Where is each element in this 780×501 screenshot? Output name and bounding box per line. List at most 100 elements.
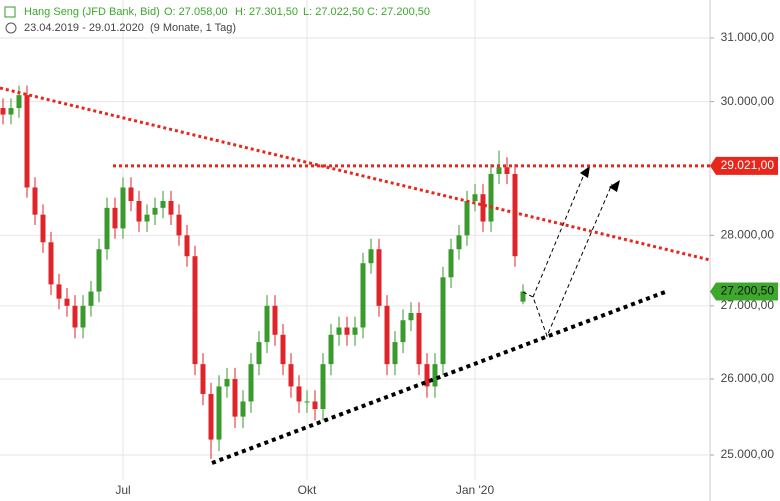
candle-body [480, 194, 486, 222]
instrument: Hang Seng (JFD Bank, Bid) [24, 6, 160, 18]
candle-body [56, 284, 62, 299]
x-tick-label: Jul [115, 483, 130, 497]
candle-body [176, 214, 182, 236]
price-label: 27.200,50 [721, 284, 775, 298]
candle-body [80, 305, 86, 328]
candle-body [232, 378, 238, 417]
candle-body [496, 167, 502, 174]
candle-body [216, 386, 222, 440]
y-tick-label: 26.000,00 [721, 371, 775, 385]
y-tick-label: 30.000,00 [721, 94, 775, 108]
candle-body [280, 334, 286, 365]
candle-body [136, 201, 142, 222]
candle-body [272, 305, 278, 335]
duration: (9 Monate, 1 Tag) [150, 22, 236, 34]
header: Hang Seng (JFD Bank, Bid) O: 27.058,00 H… [4, 6, 430, 34]
candle-body [144, 214, 150, 222]
candle-body [104, 207, 110, 250]
candle-body [256, 342, 262, 365]
y-tick-label: 25.000,00 [721, 447, 775, 461]
candle-body [336, 327, 342, 335]
candle-body [208, 393, 214, 440]
candle-body [8, 108, 14, 115]
candle-body [296, 386, 302, 402]
candle-body [152, 207, 158, 215]
candle-body [416, 313, 422, 365]
x-tick-label: Okt [298, 483, 317, 497]
candle-body [24, 95, 30, 188]
candle-body [392, 342, 398, 365]
candle-body [408, 313, 414, 321]
candle-body [368, 249, 374, 264]
price-label-box [710, 282, 778, 301]
candle-body [200, 364, 206, 394]
date-range: 23.04.2019 - 29.01.2020 [24, 22, 144, 34]
candle-body [288, 364, 294, 387]
candle-body [512, 173, 518, 257]
candle-body [472, 194, 478, 202]
candle-body [448, 249, 454, 278]
candle-body [520, 291, 526, 302]
arrow-head [580, 166, 590, 178]
candle-body [120, 187, 126, 229]
projection-arrow [522, 183, 613, 338]
candle-body [96, 249, 102, 292]
candle-body [16, 95, 22, 109]
candle-body [360, 263, 366, 328]
candle-body [168, 201, 174, 215]
candle-body [224, 378, 230, 387]
candle-body [0, 108, 6, 115]
candle-body [432, 364, 438, 387]
instrument-icon [4, 6, 16, 18]
support-trendline [211, 290, 666, 465]
candle-body [128, 187, 134, 202]
candle-body [40, 214, 46, 243]
candle-body [424, 364, 430, 387]
candle-body [376, 249, 382, 306]
candle-body [384, 305, 390, 365]
candle-body [88, 291, 94, 306]
candle-body [264, 305, 270, 343]
candle-body [192, 256, 198, 365]
candle-body [32, 187, 38, 215]
projection-arrow [532, 171, 586, 298]
price-label-box [710, 156, 778, 175]
candle-body [312, 401, 318, 410]
candle-body [464, 201, 470, 236]
candle-body [488, 173, 494, 222]
x-tick-label: Jan '20 [456, 483, 495, 497]
price-label: 29.021,00 [721, 158, 775, 172]
candle-body [352, 327, 358, 335]
candle-body [344, 327, 350, 335]
candle-body [304, 401, 310, 403]
candle-body [240, 401, 246, 417]
candle-body [504, 167, 510, 174]
y-tick-label: 28.000,00 [721, 228, 775, 242]
overlay: 29.021,00 27.200,50 [113, 156, 778, 301]
candles [0, 85, 526, 459]
ohlc-low: L: 27.022,50 [303, 6, 364, 18]
candle-body [456, 235, 462, 250]
y-tick-label: 27.000,00 [721, 298, 775, 312]
ohlc-high: H: 27.301,50 [235, 6, 298, 18]
candle-body [48, 242, 54, 285]
ohlc-close: C: 27.200,50 [367, 6, 430, 18]
candle-body [440, 277, 446, 365]
candle-body [160, 201, 166, 208]
resistance-trendline [0, 86, 711, 262]
candle-body [72, 305, 78, 328]
candle-body [112, 207, 118, 229]
candle-body [400, 320, 406, 343]
clock-icon [5, 22, 17, 34]
candle-body [320, 364, 326, 410]
candle-body [328, 334, 334, 365]
y-tick-label: 31.000,00 [721, 30, 775, 44]
candle-body [248, 364, 254, 402]
arrow-head [609, 180, 620, 192]
candle-body [184, 235, 190, 257]
candle-body [64, 298, 70, 306]
ohlc-open: O: 27.058,00 [164, 6, 228, 18]
